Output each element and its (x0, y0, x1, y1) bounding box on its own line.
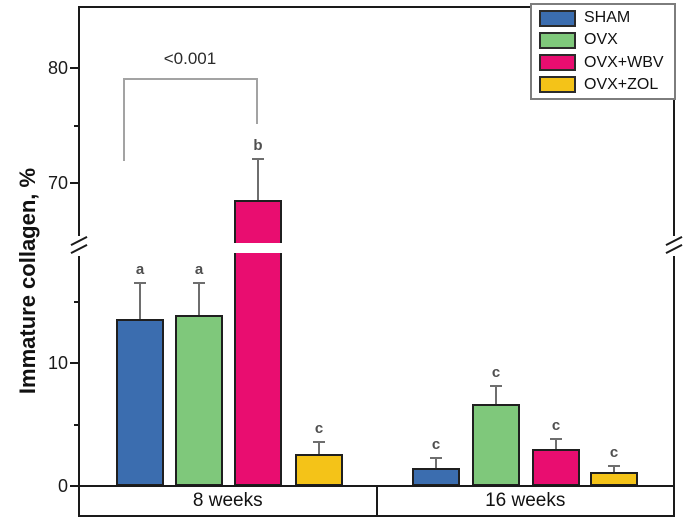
error-bar-cap (550, 438, 562, 441)
significance-letter: c (491, 364, 501, 382)
error-bar-cap (252, 157, 264, 160)
legend-swatch (539, 76, 576, 94)
plot-frame-top (78, 6, 675, 8)
bar-ovx-wbv-1 (532, 449, 580, 486)
x-axis-category-strip: 8 weeks 16 weeks (78, 485, 675, 517)
error-bar (495, 386, 497, 404)
bar-ovx-wbv-0 (233, 200, 283, 486)
error-bar (139, 283, 141, 319)
significance-letter: a (194, 261, 204, 279)
significance-letter: a (135, 261, 145, 279)
category-8-weeks: 8 weeks (192, 490, 263, 511)
significance-letter: c (609, 444, 619, 462)
error-bar (555, 439, 557, 450)
axis-break-gap (671, 236, 677, 256)
y-major-tick (70, 182, 79, 184)
significance-letter: c (431, 435, 441, 453)
significance-letter: b (253, 136, 263, 154)
error-bar-cap (430, 456, 442, 459)
legend-item-sham: SHAM (532, 7, 674, 29)
y-major-tick (70, 67, 79, 69)
y-major-tick (70, 362, 79, 364)
error-bar-cap (490, 385, 502, 388)
legend-label: OVX+ZOL (584, 75, 659, 93)
y-minor-tick (74, 423, 79, 426)
error-bar-cap (134, 282, 146, 285)
significance-bracket-top (123, 78, 258, 80)
y-tick-label: 80 (47, 58, 68, 78)
significance-bracket-right-leg (256, 78, 258, 124)
error-bar (318, 441, 320, 455)
significance-bracket-left-leg (123, 78, 125, 161)
significance-letter: c (314, 419, 324, 437)
legend-item-ovx: OVX (532, 29, 674, 51)
significance-label: <0.001 (163, 49, 217, 68)
bar-axis-break-gap (233, 243, 283, 253)
error-bar (435, 457, 437, 468)
axis-break-gap (76, 236, 82, 256)
error-bar-cap (193, 282, 205, 285)
bar-ovx-zol-0 (295, 454, 343, 486)
legend-label: SHAM (584, 9, 631, 27)
legend-swatch (539, 31, 576, 49)
error-bar-cap (313, 440, 325, 443)
legend-label: OVX (584, 31, 618, 49)
error-bar (613, 466, 615, 473)
y-major-tick (70, 485, 79, 487)
y-tick-label: 0 (57, 476, 68, 496)
legend-label: OVX+WBV (584, 53, 664, 71)
legend: SHAM OVX OVX+WBV OVX+ZOL (530, 3, 676, 100)
legend-swatch (539, 9, 576, 27)
significance-letter: c (551, 417, 561, 435)
legend-item-ovx-wbv: OVX+WBV (532, 52, 674, 74)
bar-ovx-0 (175, 315, 223, 486)
category-divider (375, 487, 378, 515)
error-bar (257, 158, 259, 201)
error-bar (198, 283, 200, 316)
legend-swatch (539, 54, 576, 72)
y-tick-label: 70 (47, 173, 68, 193)
bar-ovx-1 (472, 403, 520, 486)
bar-sham-0 (116, 318, 164, 486)
y-minor-tick (74, 124, 79, 127)
legend-item-ovx-zol: OVX+ZOL (532, 74, 674, 96)
error-bar-cap (608, 465, 620, 468)
y-tick-label: 10 (47, 353, 68, 373)
bar-ovx-zol-1 (590, 472, 638, 486)
category-16-weeks: 16 weeks (485, 490, 566, 511)
bar-sham-1 (412, 467, 460, 486)
y-minor-tick (74, 300, 79, 303)
